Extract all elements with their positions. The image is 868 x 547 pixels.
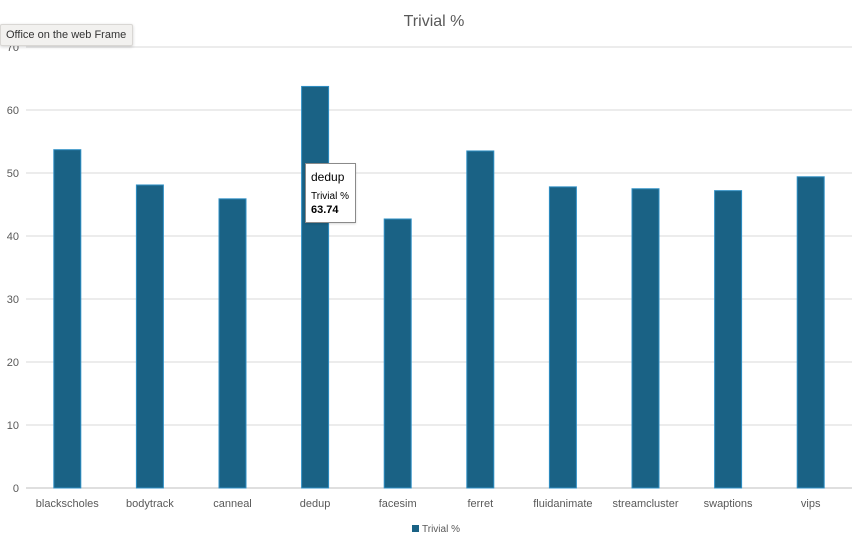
x-tick-label: streamcluster [612, 498, 678, 510]
data-tooltip: dedup Trivial % 63.74 [305, 163, 356, 223]
bar-series[interactable] [53, 85, 825, 489]
frame-label: Office on the web Frame [0, 24, 134, 46]
y-tick-label: 60 [7, 105, 19, 117]
bar-facesim[interactable] [383, 218, 412, 489]
y-tick-label: 10 [7, 420, 19, 432]
x-tick-label: ferret [467, 498, 493, 510]
bar-swaptions[interactable] [714, 190, 743, 489]
tooltip-value: 63.74 [311, 204, 339, 216]
tooltip-series: Trivial % [311, 191, 349, 202]
bar-ferret[interactable] [466, 150, 495, 489]
chart-title: Trivial % [404, 13, 465, 30]
bar-fluidanimate[interactable] [548, 186, 577, 489]
y-tick-label: 40 [7, 231, 19, 243]
bar-dedup[interactable] [301, 85, 330, 489]
bar-streamcluster[interactable] [631, 188, 660, 489]
x-axis-tick-labels: blackscholes bodytrack canneal dedup facesim… [36, 498, 821, 510]
x-tick-label: fluidanimate [533, 498, 592, 510]
x-tick-label: vips [801, 498, 821, 510]
x-tick-label: dedup [300, 498, 331, 510]
y-tick-label: 50 [7, 168, 19, 180]
bar-blackscholes[interactable] [53, 149, 82, 489]
x-tick-label: blackscholes [36, 498, 99, 510]
y-tick-label: 30 [7, 294, 19, 306]
legend-swatch [412, 525, 419, 532]
x-tick-label: swaptions [704, 498, 753, 510]
bar-bodytrack[interactable] [135, 184, 164, 489]
x-tick-label: canneal [213, 498, 252, 510]
x-tick-label: bodytrack [126, 498, 174, 510]
tooltip-category: dedup [311, 170, 345, 184]
chart-legend[interactable]: Trivial % [412, 524, 460, 535]
bar-canneal[interactable] [218, 198, 247, 489]
legend-label: Trivial % [422, 524, 460, 535]
y-tick-label: 0 [13, 483, 19, 495]
y-tick-label: 20 [7, 357, 19, 369]
x-tick-label: facesim [379, 498, 417, 510]
bar-vips[interactable] [796, 176, 825, 489]
